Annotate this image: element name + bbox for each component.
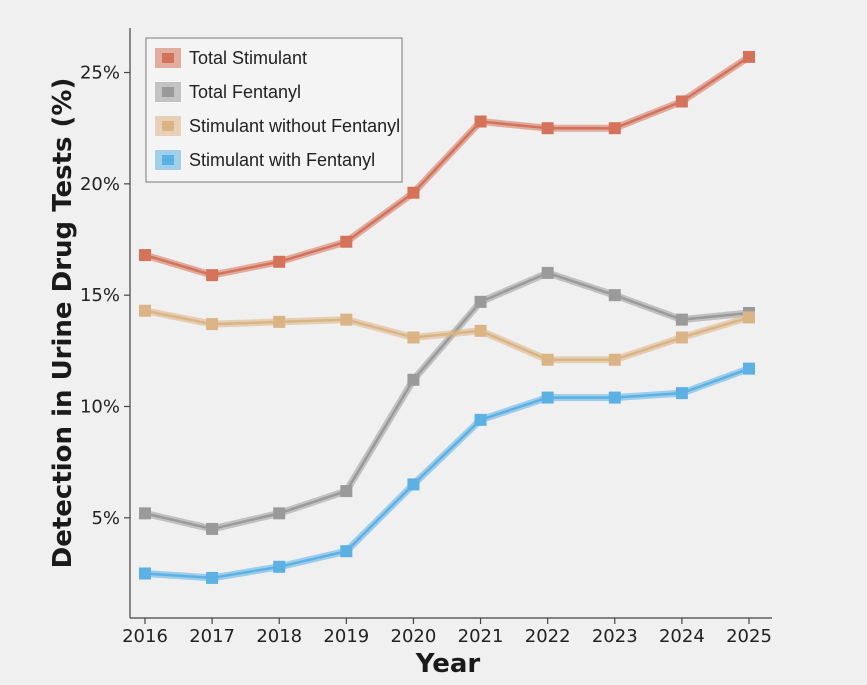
legend-marker xyxy=(162,121,174,131)
data-point xyxy=(340,545,353,558)
data-point xyxy=(608,122,621,135)
series-line xyxy=(144,55,750,277)
data-point xyxy=(340,235,353,248)
data-point xyxy=(139,507,151,520)
series-line xyxy=(144,309,750,361)
legend-marker xyxy=(162,155,174,165)
y-axis-title: Detection in Urine Drug Tests (%) xyxy=(48,78,78,569)
legend-item: Total Fentanyl xyxy=(155,82,301,102)
x-tick-label: 2025 xyxy=(726,626,772,647)
data-point xyxy=(273,507,286,520)
legend-marker xyxy=(162,53,174,63)
data-point xyxy=(206,522,219,535)
series-line-halo xyxy=(141,365,753,582)
series-1 xyxy=(139,266,755,535)
data-point xyxy=(675,387,688,400)
x-tick-label: 2018 xyxy=(256,626,302,647)
data-point xyxy=(675,313,688,326)
data-point xyxy=(743,362,755,375)
y-tick-label: 5% xyxy=(91,508,120,529)
data-point xyxy=(273,560,286,573)
y-ticks: 5% 10% 15% 20% 25% xyxy=(80,63,130,529)
x-tick-label: 2019 xyxy=(323,626,369,647)
legend-label: Total Stimulant xyxy=(189,48,307,68)
data-point xyxy=(474,295,487,308)
series-layer xyxy=(139,50,755,584)
legend-box xyxy=(145,37,403,183)
data-point xyxy=(407,373,420,386)
x-tick-label: 2017 xyxy=(189,626,235,647)
x-tick-label: 2022 xyxy=(525,626,571,647)
data-point xyxy=(541,391,554,404)
data-point xyxy=(608,289,621,302)
x-ticks: 2016 2017 2018 2019 2020 2021 2022 2023 2024 2025 xyxy=(122,618,772,647)
legend-item: Stimulant without Fentanyl xyxy=(155,116,400,136)
data-point xyxy=(407,331,420,344)
y-tick-label: 15% xyxy=(80,285,120,306)
legend-item: Stimulant with Fentanyl xyxy=(155,150,375,170)
data-point xyxy=(675,95,688,108)
x-axis-title: Year xyxy=(415,649,481,679)
data-point xyxy=(474,324,487,337)
data-point xyxy=(206,318,219,331)
data-point xyxy=(273,315,286,328)
data-point xyxy=(139,567,151,580)
data-point xyxy=(743,50,755,63)
legend: Total Stimulant Total Fentanyl Stimulant w… xyxy=(145,37,403,183)
data-point xyxy=(474,115,487,128)
series-0 xyxy=(139,50,755,282)
series-3 xyxy=(139,362,755,584)
data-point xyxy=(206,269,219,282)
data-point xyxy=(273,255,286,268)
series-line xyxy=(144,367,750,580)
data-point xyxy=(675,331,688,344)
x-tick-label: 2023 xyxy=(592,626,638,647)
data-point xyxy=(407,186,420,199)
legend-label: Stimulant without Fentanyl xyxy=(189,116,400,136)
data-point xyxy=(340,313,353,326)
legend-marker xyxy=(162,87,174,97)
data-point xyxy=(541,353,554,366)
data-point xyxy=(340,485,353,498)
data-point xyxy=(474,413,487,426)
y-tick-label: 10% xyxy=(80,396,120,417)
legend-label: Stimulant with Fentanyl xyxy=(189,150,375,170)
data-point xyxy=(541,266,554,279)
data-point xyxy=(608,391,621,404)
series-line xyxy=(144,271,750,531)
x-tick-label: 2020 xyxy=(391,626,437,647)
data-point xyxy=(541,122,554,135)
series-2 xyxy=(139,304,755,366)
y-tick-label: 20% xyxy=(80,174,120,195)
data-point xyxy=(608,353,621,366)
x-tick-label: 2016 xyxy=(122,626,168,647)
x-tick-label: 2021 xyxy=(458,626,504,647)
legend-item: Total Stimulant xyxy=(155,48,307,68)
data-point xyxy=(206,571,219,584)
y-tick-label: 25% xyxy=(80,63,120,84)
data-point xyxy=(407,478,420,491)
x-tick-label: 2024 xyxy=(659,626,705,647)
data-point xyxy=(139,249,151,262)
legend-label: Total Fentanyl xyxy=(189,82,301,102)
data-point xyxy=(139,304,151,317)
data-point xyxy=(743,311,755,324)
